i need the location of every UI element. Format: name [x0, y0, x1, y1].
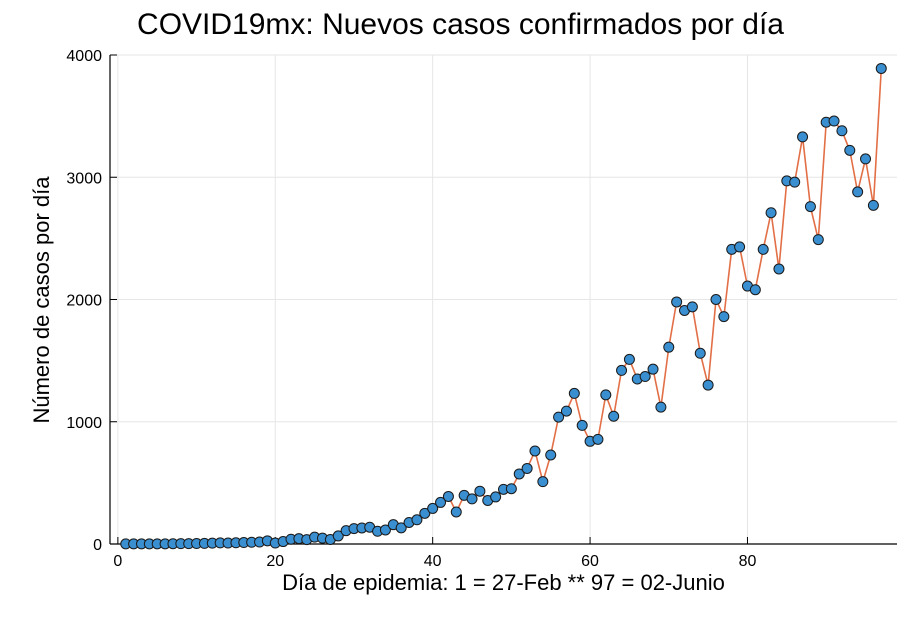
data-point: [505, 483, 517, 495]
data-point: [860, 153, 872, 165]
data-point: [702, 379, 714, 391]
data-point: [553, 411, 565, 423]
data-point: [537, 476, 549, 488]
data-point: [623, 353, 635, 365]
data-point: [812, 234, 824, 246]
data-point: [718, 311, 730, 323]
data-point: [513, 468, 525, 480]
x-tick-label: 80: [739, 553, 757, 570]
data-point: [647, 363, 659, 375]
data-point: [828, 115, 840, 127]
data-point: [694, 347, 706, 359]
data-point: [765, 207, 777, 219]
data-point: [757, 243, 769, 255]
chart-title: COVID19mx: Nuevos casos confirmados por …: [137, 8, 784, 41]
data-point: [797, 131, 809, 143]
y-tick-label: 2000: [66, 293, 102, 310]
x-tick-label: 20: [266, 553, 284, 570]
data-point: [600, 389, 612, 401]
data-point: [655, 401, 667, 413]
x-axis-label: Día de epidemia: 1 = 27-Feb ** 97 = 02-J…: [282, 570, 725, 595]
data-point: [474, 485, 486, 497]
data-point: [450, 506, 462, 518]
y-tick-label: 3000: [66, 170, 102, 187]
data-point: [545, 449, 557, 461]
data-point: [490, 491, 502, 503]
y-axis-label: Número de casos por día: [29, 176, 54, 424]
y-tick-label: 4000: [66, 48, 102, 65]
data-point: [844, 144, 856, 156]
data-point: [616, 364, 628, 376]
data-point: [608, 410, 620, 422]
data-point: [466, 493, 478, 505]
data-point: [749, 284, 761, 296]
data-point: [576, 419, 588, 431]
data-point: [686, 301, 698, 313]
series-line: [125, 68, 883, 545]
data-point: [734, 241, 746, 253]
data-point: [663, 341, 675, 353]
data-point: [395, 522, 407, 534]
data-point: [875, 62, 887, 74]
data-point: [671, 296, 683, 308]
x-tick-label: 0: [113, 553, 122, 570]
data-point: [867, 199, 879, 211]
data-point: [560, 405, 572, 417]
data-point: [789, 176, 801, 188]
data-point: [379, 524, 391, 536]
data-point: [419, 507, 431, 519]
data-point: [529, 445, 541, 457]
data-point: [852, 186, 864, 198]
data-point: [639, 371, 651, 383]
data-point: [521, 462, 533, 474]
data-point: [773, 263, 785, 275]
data-point: [710, 294, 722, 305]
data-point: [804, 201, 816, 213]
data-point: [836, 125, 848, 137]
data-point: [427, 502, 439, 514]
x-tick-label: 60: [581, 553, 599, 570]
data-point: [442, 490, 454, 502]
y-tick-label: 1000: [66, 415, 102, 432]
data-point: [435, 496, 447, 508]
y-tick-label: 0: [93, 537, 102, 554]
x-tick-label: 40: [424, 553, 442, 570]
data-point: [592, 433, 604, 445]
data-point: [568, 387, 580, 399]
data-point: [411, 514, 423, 526]
data-point: [332, 530, 344, 542]
